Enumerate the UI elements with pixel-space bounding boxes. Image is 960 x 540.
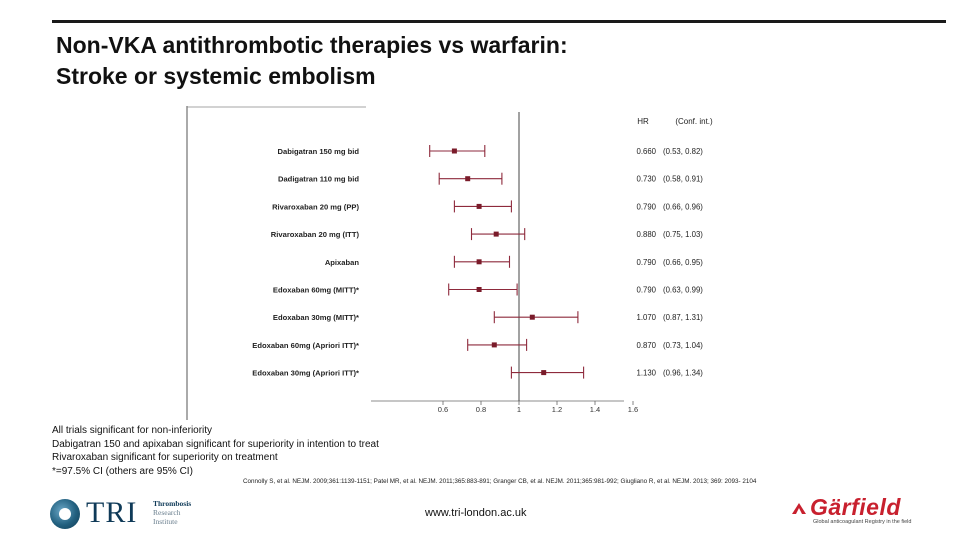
row-label: Rivaroxaban 20 mg (PP) <box>272 202 359 211</box>
hr-point <box>529 314 535 320</box>
row-label: Dadigatran 110 mg bid <box>278 175 359 184</box>
ci-value: (0.75, 1.03) <box>663 230 703 239</box>
hr-point <box>493 231 499 237</box>
hr-point <box>476 203 482 209</box>
page-title: Non-VKA antithrombotic therapies vs warf… <box>56 30 568 92</box>
tri-logo: TRI Thrombosis Research Institute <box>50 496 210 530</box>
hr-value: 0.660 <box>636 147 656 156</box>
hr-point <box>491 342 497 348</box>
garfield-logo: Gärfield Global anticoagulant Registry i… <box>785 494 920 532</box>
x-tick-label: 0.6 <box>438 405 448 414</box>
forest-plot-svg: HR (Conf. int.) 0.6 0.8 1 1.2 1.4 1.6 Dabigat… <box>186 106 713 420</box>
x-tick-label: 1.4 <box>590 405 600 414</box>
ci-value: (0.73, 1.04) <box>663 341 703 350</box>
title-line-2: Stroke or systemic embolism <box>56 63 376 89</box>
note-line-4: *=97.5% CI (others are 95% CI) <box>52 465 193 477</box>
forest-plot: HR (Conf. int.) 0.6 0.8 1 1.2 1.4 1.6 Dabigat… <box>186 106 773 420</box>
note-line-3: Rivaroxaban significant for superiority … <box>52 452 278 463</box>
row-label: Apixaban <box>325 258 360 267</box>
row-label: Dabigatran 150 mg bid <box>278 147 360 156</box>
top-rule <box>52 20 946 23</box>
tri-sub-1: Thrombosis <box>153 499 192 508</box>
hr-point <box>465 176 471 182</box>
note-line-2: Dabigatran 150 and apixaban significant … <box>52 438 379 450</box>
references: Connolly S, et al. NEJM. 2009;361:1139-1… <box>243 478 757 485</box>
row-label: Edoxaban 30mg (Apriori ITT)* <box>252 369 359 378</box>
note-line-1: All trials significant for non-inferiori… <box>52 425 213 436</box>
row-label: Edoxaban 30mg (MITT)* <box>273 313 359 322</box>
header-ci: (Conf. int.) <box>675 117 713 126</box>
ci-value: (0.96, 1.34) <box>663 369 703 378</box>
x-tick-label: 1 <box>517 405 521 414</box>
row-label: Edoxaban 60mg (Apriori ITT)* <box>252 341 359 350</box>
hr-value: 0.790 <box>636 258 656 267</box>
hr-point <box>541 370 547 376</box>
tri-logo-subtitle: Thrombosis Research Institute <box>153 499 191 526</box>
row-label: Edoxaban 60mg (MITT)* <box>273 286 359 295</box>
tri-sub-3: Institute <box>153 517 178 526</box>
tri-logo-text: TRI <box>86 496 138 529</box>
garfield-mark-icon <box>792 503 806 514</box>
hr-value: 0.870 <box>636 341 656 350</box>
x-tick-label: 1.6 <box>628 405 638 414</box>
header-hr: HR <box>637 117 649 126</box>
hr-point <box>476 287 482 292</box>
hr-value: 0.880 <box>636 230 656 239</box>
tri-sub-2: Research <box>153 508 181 517</box>
hr-value: 0.790 <box>636 286 656 295</box>
footer-url[interactable]: www.tri-london.ac.uk <box>425 507 527 519</box>
hr-value: 0.730 <box>636 175 656 184</box>
title-line-1: Non-VKA antithrombotic therapies vs warf… <box>56 32 568 58</box>
x-tick-label: 1.2 <box>552 405 562 414</box>
tri-badge-icon <box>50 499 80 529</box>
ci-value: (0.58, 0.91) <box>663 175 703 184</box>
garfield-tagline: Global anticoagulant Registry in the fie… <box>813 519 912 525</box>
ci-value: (0.66, 0.95) <box>663 258 703 267</box>
hr-value: 0.790 <box>636 202 656 211</box>
garfield-logo-text: Gärfield <box>810 494 901 520</box>
ci-value: (0.87, 1.31) <box>663 313 703 322</box>
row-label: Rivaroxaban 20 mg (ITT) <box>271 230 360 239</box>
hr-point <box>476 259 482 265</box>
x-tick-label: 0.8 <box>476 405 486 414</box>
hr-point <box>451 148 457 154</box>
ci-value: (0.66, 0.96) <box>663 202 703 211</box>
hr-value: 1.070 <box>636 313 656 322</box>
ci-value: (0.53, 0.82) <box>663 147 703 156</box>
ci-value: (0.63, 0.99) <box>663 286 703 295</box>
hr-value: 1.130 <box>636 369 656 378</box>
notes: All trials significant for non-inferiori… <box>52 424 379 478</box>
